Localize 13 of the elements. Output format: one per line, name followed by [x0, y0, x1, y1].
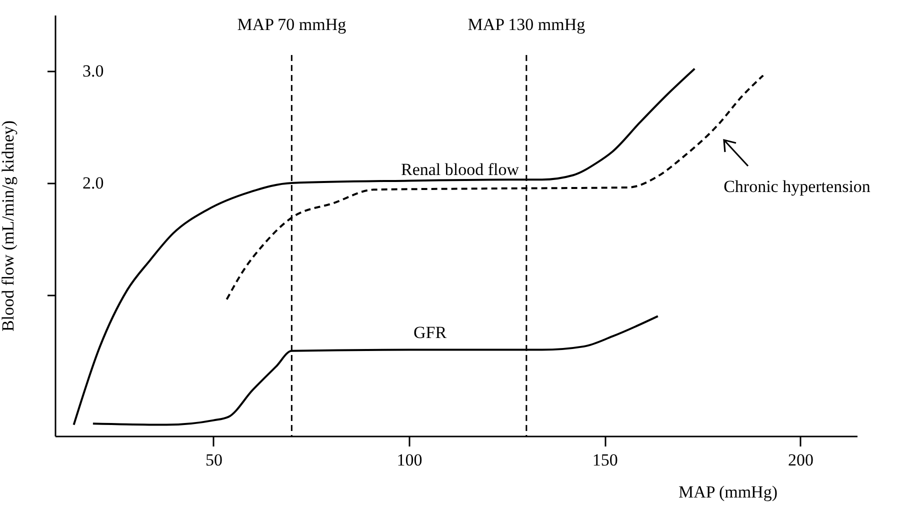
annotation: GFR: [413, 323, 448, 342]
x-tick-label: 150: [592, 450, 618, 470]
x-axis-title: MAP (mmHg): [678, 482, 778, 502]
y-tick-label: 3.0: [82, 61, 104, 80]
y-axis-title: Blood flow (mL/min/g kidney): [0, 120, 18, 332]
annotation: Chronic hypertension: [724, 177, 871, 196]
x-tick-label: 200: [788, 450, 814, 470]
x-tick-label: 50: [205, 450, 222, 470]
annotation: Renal blood flow: [400, 160, 520, 179]
ref-line-label: MAP 70 mmHg: [237, 15, 347, 34]
ref-line-label: MAP 130 mmHg: [468, 15, 586, 34]
y-tick-label: 2.0: [82, 173, 104, 192]
x-tick-label: 100: [396, 450, 422, 470]
